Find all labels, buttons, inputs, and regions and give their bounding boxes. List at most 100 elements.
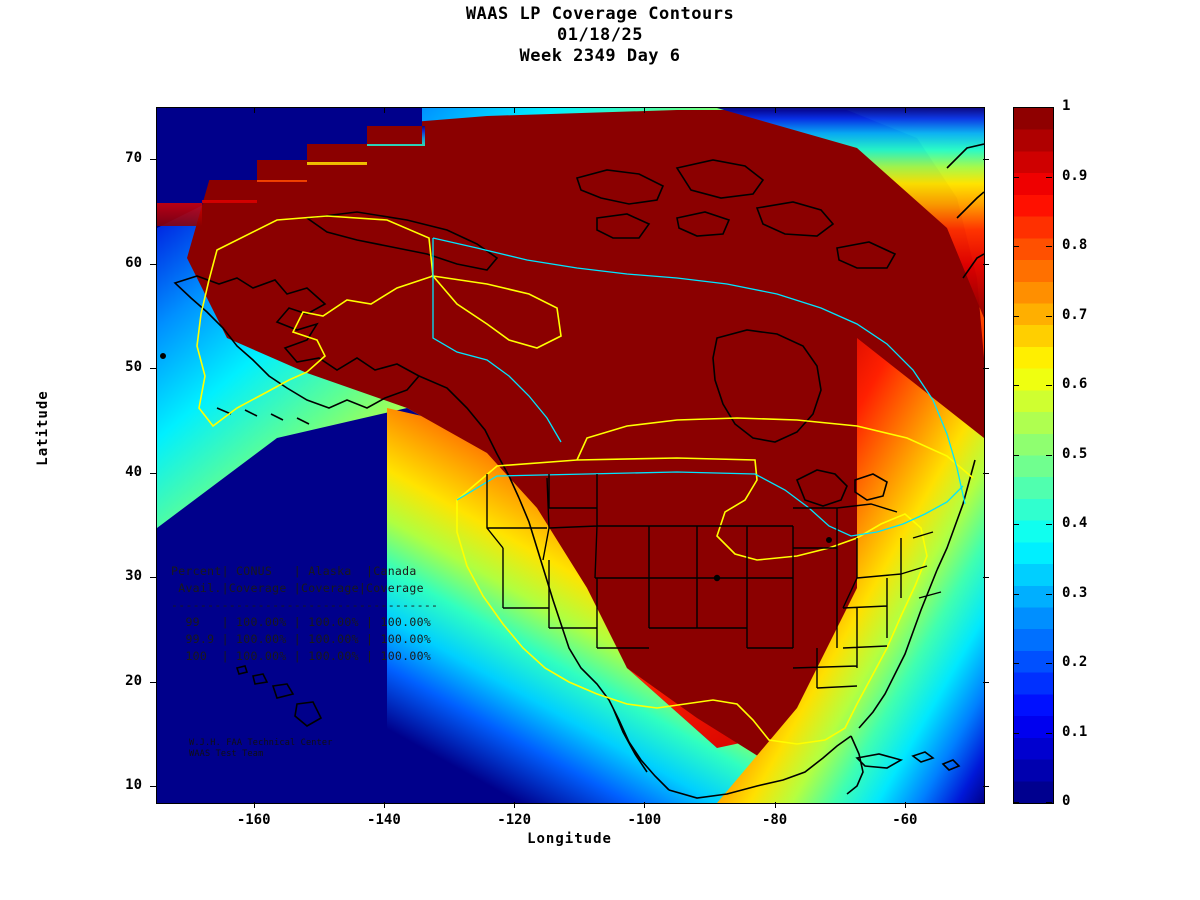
x-tick-mark-top <box>253 107 255 113</box>
colorbar-tick-label: 0.6 <box>1062 376 1088 392</box>
credit-line-1: W.J.H. FAA Technical Center <box>189 738 333 748</box>
colorbar-tick-mark <box>1046 454 1052 456</box>
colorbar-tick-mark <box>1046 732 1052 734</box>
x-tick-mark-top <box>904 107 906 113</box>
x-tick-mark <box>514 802 516 808</box>
arctic-step-boundary <box>157 108 422 203</box>
y-tick-mark <box>150 368 156 370</box>
x-tick-label: -60 <box>892 812 918 828</box>
y-tick-mark-right <box>983 681 989 683</box>
table-row: 99.9 | 100.00% | 100.00% | 100.00% <box>171 632 432 646</box>
colorbar-tick-mark <box>1046 315 1052 317</box>
title-line-3: Week 2349 Day 6 <box>519 46 681 66</box>
country-borders <box>196 215 974 745</box>
colorbar-tick-mark <box>1013 176 1019 178</box>
colorbar-tick-mark <box>1046 524 1052 525</box>
colorbar-tick-label: 0.4 <box>1062 515 1088 531</box>
colorbar-tick-mark <box>1046 802 1052 803</box>
colorbar-tick-label: 0.8 <box>1062 237 1088 253</box>
colorbar-tick-label: 0.5 <box>1062 445 1088 462</box>
chart-title: WAAS LP Coverage Contours 01/18/25 Week … <box>0 4 1200 67</box>
map-plot-area: Percent| CONUS | Alaska |Canada Avail.|C… <box>156 107 985 804</box>
x-tick-label: -160 <box>236 812 271 828</box>
x-tick-label: -120 <box>497 812 531 828</box>
state-borders <box>432 237 966 537</box>
x-tick-mark-top <box>774 107 776 113</box>
x-tick-label: -80 <box>761 812 788 828</box>
falloff-southwest <box>387 408 917 803</box>
title-line-2: 01/18/25 <box>557 25 643 45</box>
colorbar-tick-label: 0 <box>1062 793 1071 809</box>
x-tick-label: -100 <box>627 812 662 828</box>
state-internal-borders <box>486 474 942 689</box>
y-tick-mark <box>150 786 156 788</box>
y-tick-mark-right <box>983 263 989 265</box>
colorbar-tick-mark <box>1013 315 1019 317</box>
y-tick-label: 10 <box>125 777 142 794</box>
y-tick-label: 60 <box>125 254 142 271</box>
colorbar-tick-label: 0.7 <box>1062 306 1088 323</box>
colorbar-tick-mark <box>1013 524 1019 525</box>
colorbar-tick-label: 1 <box>1062 98 1071 114</box>
colorbar-tick-mark <box>1013 802 1019 803</box>
table-header-row-1: Percent| CONUS | Alaska |Canada <box>171 564 417 578</box>
colorbar <box>1013 107 1054 804</box>
title-line-1: WAAS LP Coverage Contours <box>465 4 735 24</box>
falloff-north <box>487 108 984 318</box>
y-tick-mark-right <box>983 159 989 161</box>
colorbar-tick-mark <box>1013 732 1019 734</box>
y-tick-mark-right <box>983 786 989 788</box>
colorbar-tick-mark <box>1013 246 1019 247</box>
colorbar-tick-mark <box>1013 107 1019 108</box>
y-tick-label: 40 <box>125 463 142 480</box>
x-tick-mark-top <box>514 107 516 113</box>
coastlines <box>159 143 984 799</box>
falloff-southeast <box>717 338 984 803</box>
x-tick-mark <box>383 802 385 808</box>
y-tick-label: 20 <box>125 672 142 689</box>
table-row: 99 | 100.00% | 100.00% | 100.00% <box>171 615 432 629</box>
x-tick-mark <box>904 802 906 808</box>
y-tick-label: 70 <box>125 150 142 167</box>
x-tick-mark <box>253 802 255 808</box>
colorbar-tick-mark <box>1046 663 1052 664</box>
x-tick-mark-top <box>383 107 385 113</box>
table-header-row-2: Avail.|Coverage |Coverage|Coverage <box>171 581 424 595</box>
colorbar-tick-label: 0.2 <box>1062 654 1088 670</box>
arctic-step-gradient <box>157 126 425 226</box>
colorbar-tick-mark <box>1046 176 1052 178</box>
y-axis-title: Latitude <box>35 390 51 466</box>
colorbar-tick-mark <box>1046 107 1052 108</box>
colorbar-tick-mark <box>1013 385 1019 386</box>
coverage-field <box>157 108 984 803</box>
credit-text: W.J.H. FAA Technical Center WAAS Test Te… <box>189 738 333 760</box>
table-row: 100 | 100.00% | 100.00% | 100.00% <box>171 649 432 663</box>
y-tick-label: 50 <box>125 359 142 376</box>
full-coverage-region <box>187 110 984 768</box>
credit-line-2: WAAS Test Team <box>189 749 264 759</box>
y-tick-mark <box>150 263 156 265</box>
y-tick-mark-right <box>983 577 989 579</box>
y-tick-mark <box>150 681 156 683</box>
colorbar-tick-mark <box>1046 385 1052 386</box>
x-tick-label: -140 <box>367 812 401 828</box>
colorbar-tick-mark <box>1013 454 1019 456</box>
colorbar-tick-label: 0.1 <box>1062 723 1088 740</box>
x-tick-mark-top <box>644 107 646 113</box>
x-tick-mark <box>644 802 646 808</box>
y-tick-mark <box>150 577 156 579</box>
x-tick-mark <box>774 802 776 808</box>
y-tick-label: 30 <box>125 568 142 585</box>
y-tick-mark <box>150 472 156 474</box>
colorbar-gradient <box>1014 108 1053 803</box>
x-axis-title: Longitude <box>527 831 612 847</box>
colorbar-tick-mark <box>1013 593 1019 595</box>
y-tick-mark-right <box>983 472 989 474</box>
y-tick-mark-right <box>983 368 989 370</box>
colorbar-tick-label: 0.9 <box>1062 167 1088 184</box>
table-divider: ------------------------------------- <box>171 598 439 612</box>
coverage-map <box>157 108 984 803</box>
colorbar-tick-mark <box>1046 246 1052 247</box>
y-tick-mark <box>150 159 156 161</box>
colorbar-tick-mark <box>1046 593 1052 595</box>
